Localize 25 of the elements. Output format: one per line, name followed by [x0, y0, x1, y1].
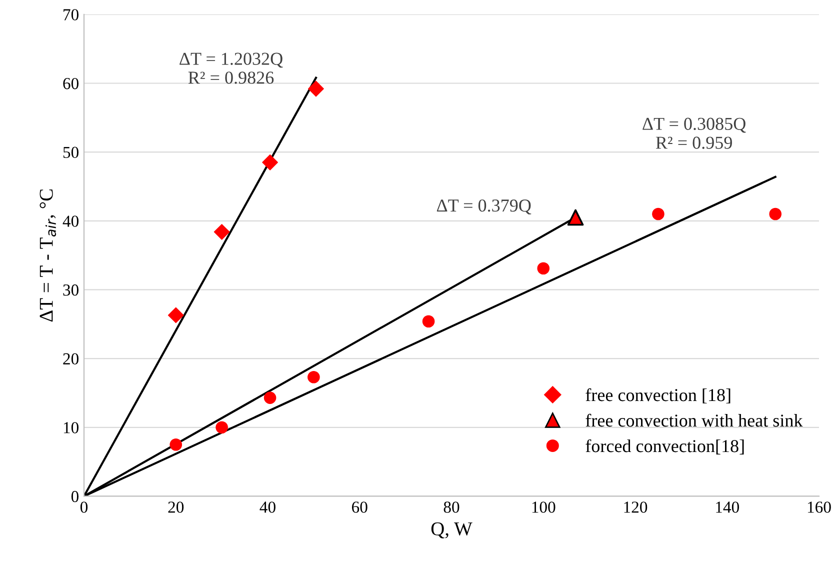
legend-label: free convection with heat sink [586, 414, 803, 427]
x-tick-label: 120 [624, 502, 648, 513]
y-tick-label: 0 [71, 490, 79, 502]
x-tick-label: 80 [444, 502, 460, 513]
annotation: ΔT = 0.379Q [436, 199, 532, 214]
annotation: ΔT = 0.3085Q R² = 0.959 [642, 118, 746, 149]
legend-label: forced convection[18] [586, 439, 744, 454]
x-tick-label: 0 [80, 502, 88, 513]
x-axis-title: Q, W [431, 522, 472, 538]
annotation: ΔT = 1.2032Q R² = 0.9826 [180, 52, 283, 84]
legend-label: free convection [18] [586, 388, 730, 404]
y-tick-label: 60 [63, 78, 79, 90]
y-tick-label: 30 [63, 284, 79, 296]
x-tick-label: 140 [716, 502, 739, 513]
x-tick-label: 160 [808, 502, 831, 513]
y-tick-label: 20 [63, 353, 79, 365]
x-tick-label: 60 [352, 502, 368, 513]
y-tick-label: 40 [62, 216, 79, 227]
x-tick-label: 20 [168, 502, 184, 513]
y-tick-label: 10 [64, 422, 79, 434]
y-tick-label: 70 [64, 9, 79, 20]
x-tick-label: 100 [532, 502, 556, 513]
x-tick-label: 40 [260, 502, 276, 513]
y-tick-label: 50 [63, 146, 79, 158]
y-axis-title: ΔT = T - T$_{air}$, °C [40, 189, 56, 322]
